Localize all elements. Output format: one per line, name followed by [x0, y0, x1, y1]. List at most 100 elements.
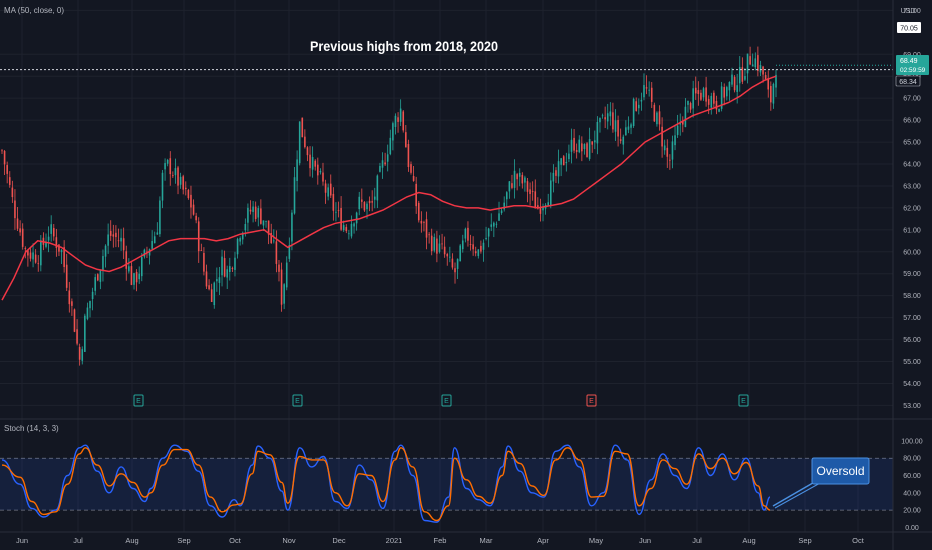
candle-body [373, 196, 376, 200]
candle-body [443, 246, 446, 255]
candle-body [96, 274, 99, 281]
candle-body [751, 64, 754, 67]
earnings-marker-icon[interactable]: E [738, 394, 749, 407]
candle-body [293, 177, 296, 214]
price-tick-label: 60.00 [903, 249, 921, 256]
price-tick-label: 56.00 [903, 337, 921, 344]
candle-body [503, 202, 505, 210]
candle-body [153, 236, 156, 244]
candle-body [322, 172, 324, 182]
stoch-legend[interactable]: Stoch (14, 3, 3) [4, 424, 59, 433]
candle-body [102, 256, 104, 271]
candle-body [366, 203, 368, 210]
candle-body [762, 66, 764, 75]
candle-body [555, 170, 557, 176]
candle-body [485, 237, 487, 240]
candle-body [674, 135, 676, 146]
oversold-pointer [772, 479, 819, 507]
candle-body [539, 208, 542, 214]
candle-body [720, 86, 723, 109]
earnings-marker-icon[interactable]: E [441, 394, 452, 407]
candle-body [612, 112, 614, 130]
highs-annotation: Previous highs from 2018, 2020 [310, 38, 498, 54]
time-tick-label: Feb [434, 536, 447, 545]
candle-body [710, 95, 713, 108]
candle-body [94, 277, 96, 291]
candle-body [337, 209, 340, 211]
candle-body [179, 176, 182, 185]
candle-body [759, 65, 762, 73]
candle-body [58, 244, 60, 252]
price-tick-label: 71.00 [903, 8, 921, 15]
earnings-marker-icon[interactable]: E [133, 394, 144, 407]
candle-body [275, 241, 278, 264]
candle-body [694, 87, 697, 94]
candle-body [304, 136, 306, 148]
candle-body [381, 160, 384, 168]
candle-body [718, 108, 720, 112]
candle-body [467, 227, 469, 241]
candle-body [477, 249, 480, 256]
candle-body [226, 269, 229, 278]
candle-body [560, 158, 562, 165]
candle-body [723, 87, 726, 98]
time-axis[interactable]: Jun Jul Aug Sep Oct Nov Dec 2021 Feb Mar Apr May Jun… [16, 536, 865, 545]
candle-body [397, 117, 399, 122]
candle-body [728, 81, 731, 91]
candle-body [368, 200, 371, 204]
candle-body [3, 150, 6, 165]
candle-body [239, 238, 241, 242]
candle-body [19, 228, 21, 233]
candle-body [317, 164, 319, 176]
earnings-marker-icon[interactable]: E [586, 394, 597, 407]
ma-legend[interactable]: MA (50, close, 0) [4, 6, 64, 15]
candle-body [500, 210, 503, 214]
candle-body [707, 99, 710, 105]
candle-body [267, 220, 270, 235]
candle-body [433, 237, 436, 251]
candle-body [480, 245, 482, 252]
candle-body [684, 106, 687, 128]
candle-body [358, 196, 361, 210]
stoch-axis[interactable]: 100.00 80.00 60.00 40.00 20.00 0.00 [901, 438, 923, 531]
candle-body [498, 213, 500, 221]
candle-body [143, 249, 146, 257]
candle-body [436, 238, 438, 254]
candle-body [146, 251, 148, 253]
candle-body [156, 232, 159, 235]
stoch-series [1, 444, 771, 523]
candle-body [40, 240, 42, 266]
candle-body [197, 221, 200, 252]
candle-body [285, 262, 288, 288]
price-tick-label: 59.00 [903, 271, 921, 278]
candle-body [715, 100, 718, 110]
candle-body [164, 163, 166, 170]
candle-body [376, 175, 379, 201]
candle-body [29, 252, 32, 259]
candle-body [508, 181, 511, 192]
candle-body [415, 183, 417, 207]
candle-body [744, 76, 746, 80]
candle-body [656, 112, 658, 125]
candle-body [177, 167, 179, 186]
stoch-grid [0, 457, 893, 511]
candle-body [76, 329, 78, 344]
candle-body [247, 207, 249, 223]
earnings-marker-icon[interactable]: E [292, 394, 303, 407]
candle-body [430, 235, 433, 252]
price-tick-label: 55.00 [903, 359, 921, 366]
candle-body [190, 194, 192, 208]
oversold-callout[interactable]: Oversold [811, 457, 870, 485]
candle-body [283, 284, 285, 304]
candle-body [428, 234, 430, 236]
candle-body [63, 247, 65, 267]
candle-body [456, 258, 459, 269]
candle-body [324, 183, 327, 193]
candle-body [52, 227, 55, 237]
candle-body [371, 201, 373, 203]
candle-body [47, 236, 50, 241]
candle-body [399, 108, 402, 122]
time-tick-label: Nov [282, 536, 296, 545]
svg-text:68.34: 68.34 [899, 79, 917, 86]
